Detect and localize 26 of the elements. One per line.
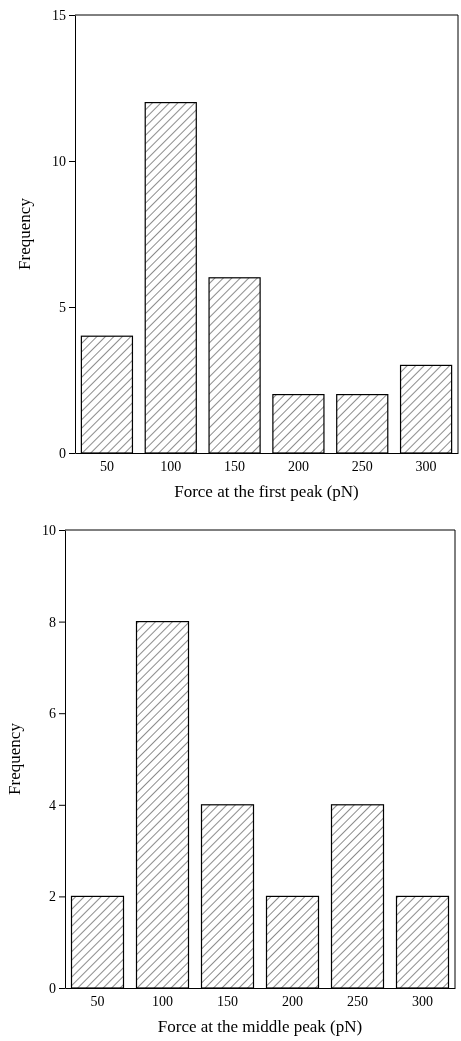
x-tick-label: 200 — [287, 458, 309, 474]
x-tick-label: 150 — [217, 993, 238, 1009]
y-axis-title: Frequency — [15, 197, 34, 270]
y-tick-label: 10 — [42, 522, 56, 538]
x-tick-label: 150 — [224, 458, 246, 474]
x-tick-label: 100 — [160, 458, 182, 474]
y-tick-label: 15 — [52, 7, 66, 23]
x-tick-label: 100 — [152, 993, 173, 1009]
x-tick-label: 300 — [412, 993, 433, 1009]
y-tick-label: 8 — [49, 614, 56, 630]
y-axis-title: Frequency — [5, 722, 24, 795]
x-tick-label: 200 — [282, 993, 303, 1009]
x-axis-title: Force at the first peak (pN) — [174, 482, 359, 501]
y-tick-label: 0 — [59, 445, 66, 461]
x-axis-title: Force at the middle peak (pN) — [157, 1017, 363, 1036]
x-tick-label: 50 — [99, 458, 114, 474]
y-tick-label: 10 — [52, 153, 66, 169]
y-tick-label: 0 — [49, 980, 56, 996]
y-tick-label: 2 — [49, 889, 56, 905]
x-tick-label: 250 — [351, 458, 373, 474]
y-tick-label: 5 — [59, 299, 66, 315]
y-tick-label: 4 — [49, 797, 56, 813]
y-tick-label: 6 — [49, 706, 56, 722]
x-tick-label: 300 — [415, 458, 437, 474]
x-tick-label: 250 — [347, 993, 368, 1009]
x-tick-label: 50 — [90, 993, 105, 1009]
